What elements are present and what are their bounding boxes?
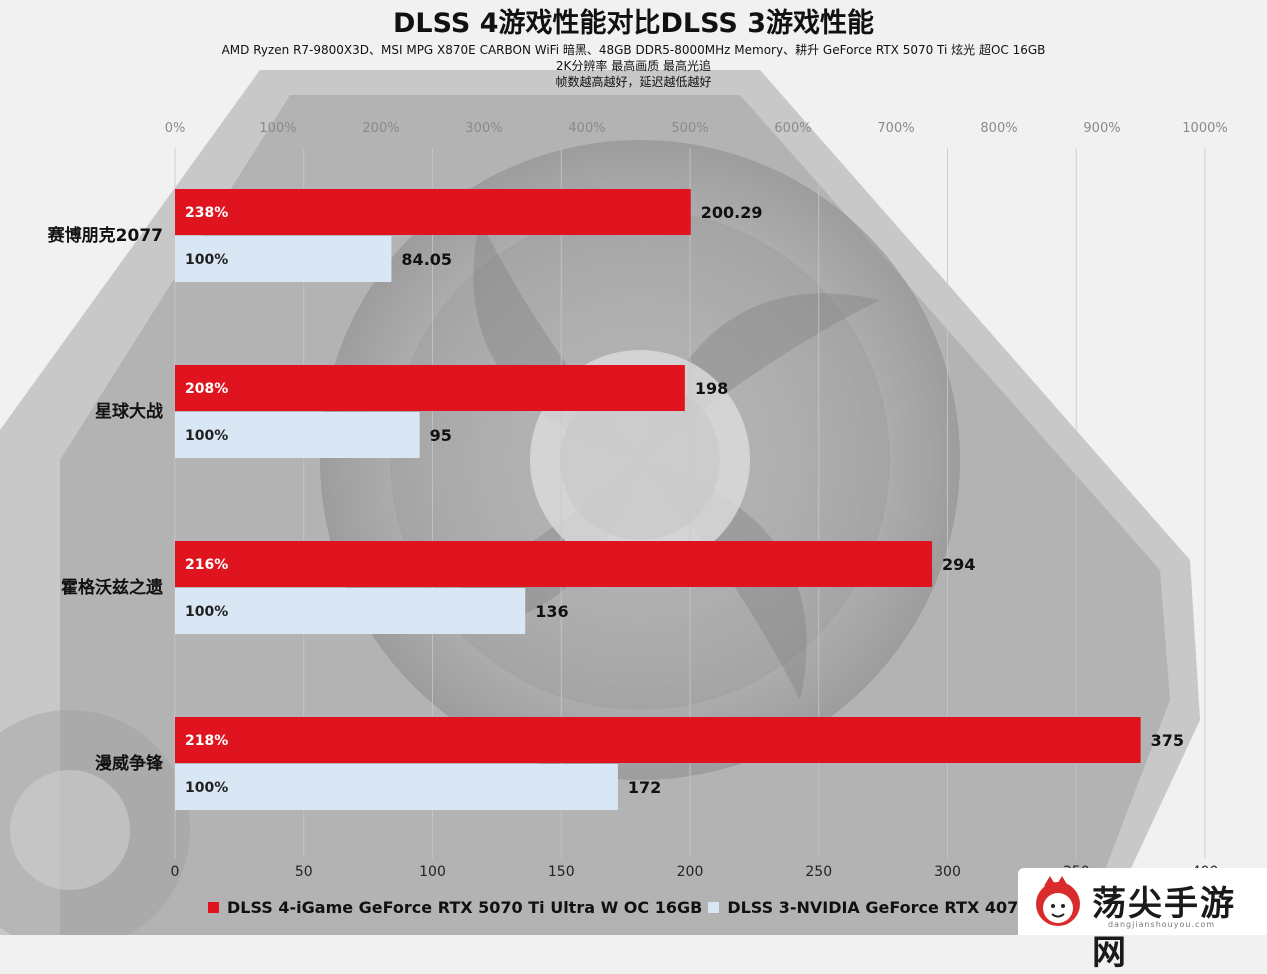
bar-value-label-dlss4: 375 — [1151, 731, 1184, 750]
chart-subtitle-note: 帧数越高越好，延迟越低越好 — [555, 75, 712, 89]
category-label: 赛博朋克2077 — [47, 225, 163, 246]
bar-value-label-dlss3: 84.05 — [401, 250, 452, 269]
bar-percent-label-dlss4: 218% — [185, 733, 228, 749]
x-bottom-tick-label: 0 — [171, 864, 180, 880]
category-label: 霍格沃兹之遗 — [61, 577, 163, 598]
bar-dlss3 — [175, 412, 420, 458]
x-top-tick-label: 900% — [1083, 121, 1120, 136]
x-top-tick-label: 100% — [259, 121, 296, 136]
bar-value-label-dlss4: 200.29 — [701, 203, 763, 222]
x-bottom-tick-label: 150 — [548, 864, 575, 880]
x-top-tick-label: 1000% — [1182, 121, 1227, 136]
chart-subtitle-settings: 2K分辨率 最高画质 最高光追 — [555, 59, 712, 73]
mascot-logo-icon — [1036, 876, 1080, 926]
x-bottom-tick-label: 200 — [677, 864, 704, 880]
category-label: 星球大战 — [95, 401, 163, 422]
bar-percent-label-dlss3: 100% — [185, 252, 228, 268]
title-block: DLSS 4游戏性能对比DLSS 3游戏性能 AMD Ryzen R7-9800… — [0, 6, 1267, 90]
bar-dlss3 — [175, 236, 392, 282]
chart-subtitle-config: AMD Ryzen R7-9800X3D、MSI MPG X870E CARBO… — [221, 43, 1046, 57]
x-top-tick-label: 700% — [877, 121, 914, 136]
bar-value-label-dlss3: 172 — [628, 778, 661, 797]
legend-label-dlss4: DLSS 4-iGame GeForce RTX 5070 Ti Ultra W… — [227, 898, 703, 917]
bar-dlss4 — [175, 717, 1141, 763]
x-top-tick-label: 600% — [774, 121, 811, 136]
category-label: 漫威争锋 — [95, 753, 164, 774]
x-top-tick-label: 0% — [165, 121, 186, 136]
bar-percent-label-dlss4: 238% — [185, 205, 228, 221]
x-top-tick-label: 200% — [362, 121, 399, 136]
bar-dlss3 — [175, 764, 618, 810]
x-bottom-tick-label: 50 — [295, 864, 313, 880]
legend-swatch-dlss3 — [708, 902, 720, 913]
bar-value-label-dlss4: 294 — [942, 555, 975, 574]
bar-percent-label-dlss3: 100% — [185, 428, 228, 444]
bar-value-label-dlss3: 136 — [535, 602, 568, 621]
bar-percent-label-dlss4: 208% — [185, 381, 228, 397]
x-top-tick-label: 400% — [568, 121, 605, 136]
x-top-tick-label: 500% — [671, 121, 708, 136]
bar-dlss4 — [175, 541, 933, 587]
x-bottom-tick-label: 100 — [419, 864, 446, 880]
watermark-sub: dangjianshouyou.com — [1108, 920, 1216, 929]
bar-dlss4 — [175, 189, 691, 235]
bar-percent-label-dlss3: 100% — [185, 780, 228, 796]
x-bottom-tick-label: 300 — [934, 864, 961, 880]
bar-percent-label-dlss4: 216% — [185, 557, 228, 573]
bar-value-label-dlss3: 95 — [430, 426, 452, 445]
legend: DLSS 4-iGame GeForce RTX 5070 Ti Ultra W… — [208, 898, 1111, 917]
chart-title: DLSS 4游戏性能对比DLSS 3游戏性能 — [393, 8, 874, 39]
x-top-tick-label: 300% — [465, 121, 502, 136]
legend-label-dlss3: DLSS 3-NVIDIA GeForce RTX 4070 Ti 12GB — [727, 898, 1105, 917]
bar-chart: 0% 100% 200% 300% 400% 500% 600% 700% 800% 900% 10… — [47, 121, 1228, 880]
x-top-tick-label: 800% — [980, 121, 1017, 136]
bar-dlss4 — [175, 365, 685, 411]
legend-swatch-dlss4 — [208, 902, 219, 913]
bar-percent-label-dlss3: 100% — [185, 604, 228, 620]
bar-value-label-dlss4: 198 — [695, 379, 728, 398]
x-bottom-tick-label: 250 — [805, 864, 832, 880]
bar-dlss3 — [175, 588, 526, 634]
legend-item-dlss3: DLSS 3-NVIDIA GeForce RTX 4070 Ti 12GB — [708, 898, 1105, 917]
site-watermark: 荡尖手游网 dangjianshouyou.com — [1018, 868, 1267, 973]
legend-item-dlss4: DLSS 4-iGame GeForce RTX 5070 Ti Ultra W… — [208, 898, 702, 917]
